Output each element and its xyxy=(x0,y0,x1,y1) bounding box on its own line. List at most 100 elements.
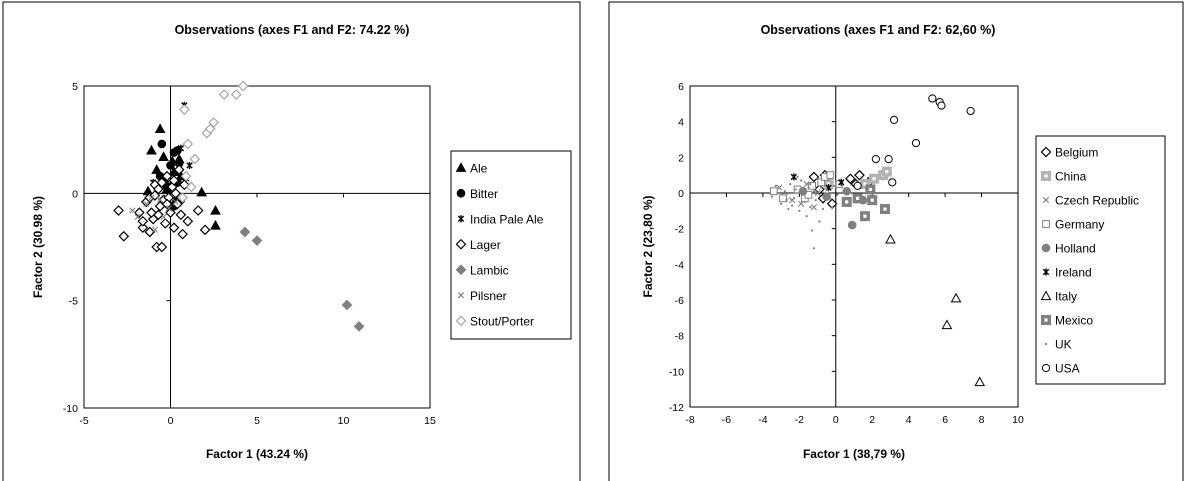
data-point-uk xyxy=(805,215,808,218)
y-tick-label: 5 xyxy=(72,81,78,93)
legend-entry-china: China xyxy=(1055,170,1087,184)
legend-entry-germany: Germany xyxy=(1055,218,1104,232)
x-tick-label: 5 xyxy=(254,415,260,427)
legend-marker-stout-porter xyxy=(455,315,467,327)
series-lager xyxy=(113,164,211,253)
x-axis-label: Factor 1 (38,79 %) xyxy=(803,447,905,461)
data-point-china-inner xyxy=(872,177,876,181)
data-point-ale xyxy=(154,123,166,134)
x-tick-label: 0 xyxy=(833,414,839,426)
legend-marker-ireland xyxy=(1042,268,1050,276)
data-point-usa xyxy=(911,138,921,148)
chart-panel-left: Observations (axes F1 and F2: 74.22 %) -5… xyxy=(0,0,582,481)
data-point-germany xyxy=(808,181,816,190)
data-point-germany xyxy=(769,187,778,196)
data-point-lambic xyxy=(251,235,263,246)
data-point-stout-porter xyxy=(230,89,242,100)
y-axis-label: Factor 2 (30.98 %) xyxy=(31,196,45,298)
legend-entry-lager: Lager xyxy=(470,238,501,252)
chart-title: Observations (axes F1 and F2: 74.22 %) xyxy=(175,23,410,37)
series-germany xyxy=(769,171,844,203)
data-point-uk xyxy=(831,206,834,209)
data-point-usa xyxy=(888,178,897,187)
series-usa xyxy=(853,94,975,190)
data-point-pilsner xyxy=(172,198,179,206)
data-point-uk xyxy=(794,188,797,191)
data-point-pilsner xyxy=(134,213,141,221)
legend-entry-lambic: Lambic xyxy=(470,263,509,277)
data-point-lager xyxy=(137,222,149,234)
data-point-uk xyxy=(800,179,803,182)
legend-entry-ireland: Ireland xyxy=(1055,266,1092,280)
y-tick-label: -6 xyxy=(675,295,684,307)
data-point-ale xyxy=(210,220,221,230)
data-point-lager xyxy=(177,228,188,240)
data-point-lambic xyxy=(239,226,251,238)
x-tick-label: 8 xyxy=(979,414,985,426)
legend-marker-lager xyxy=(455,238,467,250)
legend-box xyxy=(1035,135,1166,385)
legend-box xyxy=(450,150,572,340)
legend-entry-stout-porter: Stout/Porter xyxy=(470,314,534,328)
data-point-uk xyxy=(821,207,825,211)
data-point-uk xyxy=(787,207,790,211)
scatter-chart-left: Observations (axes F1 and F2: 74.22 %) -5… xyxy=(2,1,581,481)
x-tick-label: -4 xyxy=(758,414,767,426)
legend-entry-bitter: Bitter xyxy=(470,187,498,201)
data-point-lager xyxy=(149,190,161,201)
legend-marker-india-pale-ale xyxy=(457,215,465,223)
data-point-uk xyxy=(770,195,774,198)
data-point-belgium xyxy=(845,173,856,185)
series-italy xyxy=(885,233,986,387)
data-point-lager xyxy=(156,177,168,188)
data-point-uk xyxy=(810,229,814,232)
data-point-lager xyxy=(156,241,168,253)
data-point-germany xyxy=(826,171,835,180)
y-tick-label: -10 xyxy=(63,403,78,415)
data-point-lager xyxy=(118,230,130,242)
data-point-uk xyxy=(809,206,812,209)
data-point-mexico-inner xyxy=(845,200,849,204)
data-point-mexico-inner xyxy=(868,187,872,192)
data-point-pilsner xyxy=(165,205,172,212)
data-point-uk xyxy=(785,199,788,202)
data-point-stout-porter xyxy=(178,104,190,115)
data-point-usa xyxy=(871,155,880,164)
data-point-lager xyxy=(182,215,194,227)
data-point-china-inner xyxy=(885,170,889,174)
data-point-usa xyxy=(853,181,862,190)
data-point-stout-porter xyxy=(177,192,188,203)
data-point-uk xyxy=(816,177,819,180)
data-point-mexico-inner xyxy=(856,196,860,200)
data-point-lager xyxy=(168,175,180,186)
x-tick-label: -2 xyxy=(795,414,804,426)
x-tick-label: 4 xyxy=(906,414,912,426)
data-point-uk xyxy=(774,184,777,187)
data-point-uk xyxy=(789,182,792,186)
series-pilsner xyxy=(129,194,179,233)
legend-marker-belgium xyxy=(1040,146,1052,158)
chart-panel-right: Observations (axes F1 and F2: 62,60 %) -8… xyxy=(604,0,1186,481)
data-point-pilsner xyxy=(129,207,136,214)
data-point-stout-porter xyxy=(185,181,197,193)
data-point-stout-porter xyxy=(180,170,192,182)
data-point-pilsner xyxy=(143,200,150,208)
data-point-ireland xyxy=(790,173,798,181)
y-tick-label: 2 xyxy=(678,152,684,164)
x-tick-label: 15 xyxy=(424,415,436,427)
data-point-italy xyxy=(941,319,953,330)
y-tick-label: 6 xyxy=(678,81,684,93)
legend-entry-usa: USA xyxy=(1055,362,1080,376)
data-point-usa xyxy=(889,115,899,124)
data-point-stout-porter xyxy=(182,138,194,150)
data-point-lager xyxy=(170,187,182,199)
legend-entry-india-pale-ale: India Pale Ale xyxy=(470,212,544,226)
legend-marker-lambic xyxy=(455,264,467,276)
legend-marker-uk xyxy=(1044,342,1048,346)
data-point-uk xyxy=(825,188,828,191)
data-point-uk xyxy=(812,247,816,250)
data-point-mexico-inner xyxy=(863,214,867,218)
data-point-italy xyxy=(885,233,896,244)
legend-entry-mexico: Mexico xyxy=(1055,314,1093,328)
x-tick-label: 10 xyxy=(1012,414,1024,426)
